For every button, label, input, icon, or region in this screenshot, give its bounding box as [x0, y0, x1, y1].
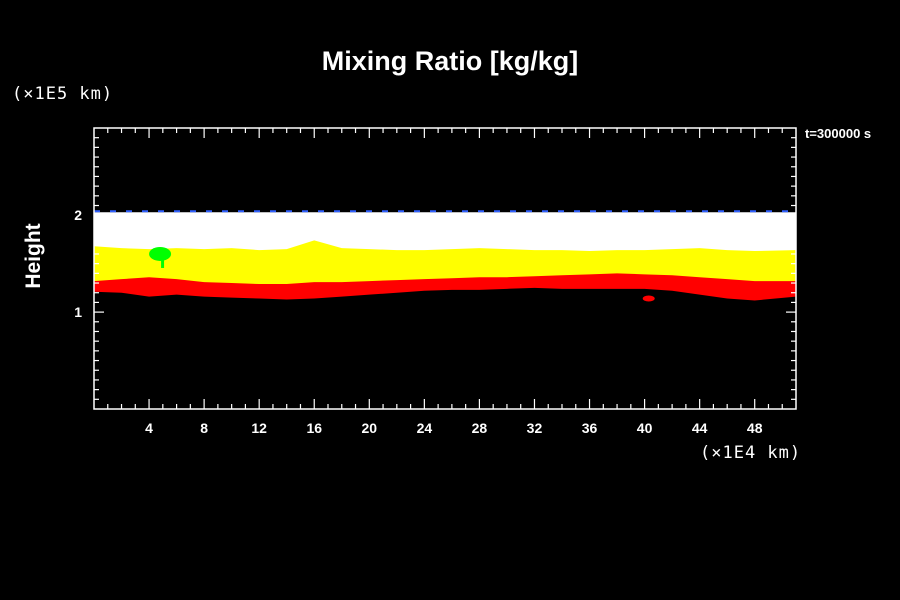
x-tick-label: 12 — [251, 420, 267, 436]
time-label: t=300000 s — [805, 126, 872, 141]
y-tick-label: 2 — [74, 207, 82, 223]
feature-red-spot — [642, 295, 655, 302]
x-tick-label: 24 — [417, 420, 433, 436]
plot-frame — [93, 127, 797, 410]
x-tick-label: 44 — [692, 420, 708, 436]
x-tick-label: 28 — [472, 420, 488, 436]
x-tick-label: 16 — [306, 420, 322, 436]
x-tick-label: 20 — [362, 420, 378, 436]
x-tick-label: 36 — [582, 420, 598, 436]
feature-green-patch — [149, 246, 172, 261]
x-tick-label: 8 — [200, 420, 208, 436]
y-tick-label: 1 — [74, 304, 82, 320]
x-tick-label: 32 — [527, 420, 543, 436]
x-tick-label: 4 — [145, 420, 153, 436]
x-tick-label: 48 — [747, 420, 763, 436]
y-axis-unit: (×1E5 km) — [12, 84, 114, 104]
chart-title: Mixing Ratio [kg/kg] — [321, 46, 579, 76]
mixing-ratio-band-3 — [94, 287, 796, 409]
feature-green-stem — [161, 253, 165, 268]
x-axis-unit: (×1E4 km) — [700, 443, 802, 463]
x-tick-label: 40 — [637, 420, 653, 436]
